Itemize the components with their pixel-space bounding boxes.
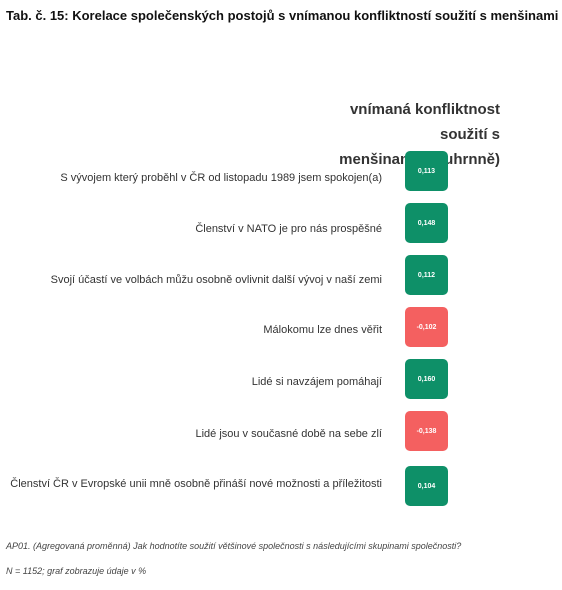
footnote-sample: N = 1152; graf zobrazuje údaje v % bbox=[6, 566, 147, 576]
correlation-cell: -0,138 bbox=[405, 411, 448, 451]
correlation-cell: 0,112 bbox=[405, 255, 448, 295]
table-title: Tab. č. 15: Korelace společenských posto… bbox=[6, 8, 559, 23]
correlation-cell: 0,113 bbox=[405, 151, 448, 191]
column-header-line-1: vnímaná konfliktnost soužití s bbox=[349, 101, 500, 143]
correlation-cell: 0,104 bbox=[405, 466, 448, 506]
footnote-question: AP01. (Agregovaná proměnná) Jak hodnotít… bbox=[6, 541, 462, 551]
row-label-clenstvi-nato: Členství v NATO je pro nás prospěšné bbox=[195, 223, 382, 235]
row-label-clenstvi-eu: Členství ČR v Evropské unii mně osobně p… bbox=[10, 478, 382, 490]
row-label-lide-zli: Lidé jsou v současné době na sebe zlí bbox=[195, 428, 382, 440]
row-label-malokomu-verit: Málokomu lze dnes věřit bbox=[263, 324, 382, 336]
column-header: vnímaná konfliktnost soužití s menšinami… bbox=[300, 97, 500, 172]
column-header-line-2: menšinami (souhrnně) bbox=[339, 151, 500, 168]
row-label-ucast-ve-volbach: Svojí účastí ve volbách můžu osobně ovli… bbox=[50, 274, 382, 286]
correlation-cell: -0,102 bbox=[405, 307, 448, 347]
correlation-cell: 0,148 bbox=[405, 203, 448, 243]
correlation-cell: 0,160 bbox=[405, 359, 448, 399]
row-label-spokojenost-vyvoj: S vývojem který proběhl v ČR od listopad… bbox=[60, 172, 382, 184]
row-label-lide-pomahaji: Lidé si navzájem pomáhají bbox=[251, 376, 382, 388]
